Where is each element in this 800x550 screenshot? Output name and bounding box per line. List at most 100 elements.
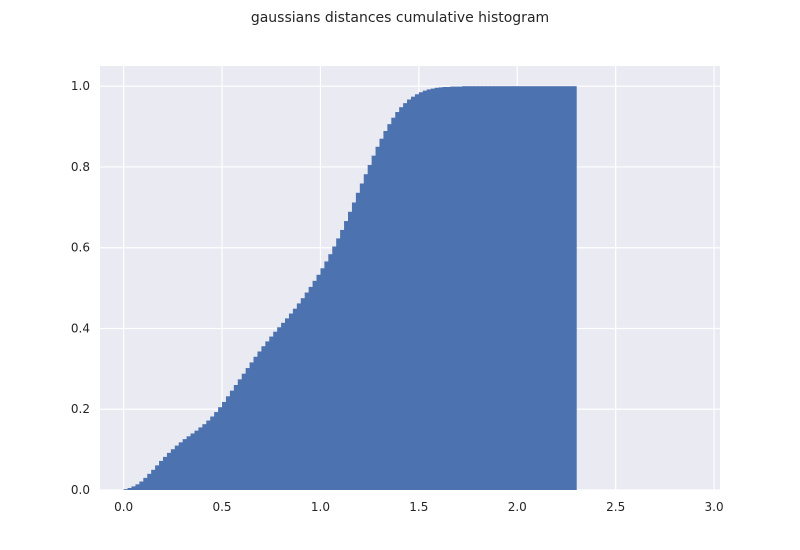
histogram-bar	[139, 481, 144, 490]
histogram-bar	[336, 238, 341, 490]
histogram-bars	[123, 86, 577, 491]
histogram-bar	[395, 112, 400, 490]
histogram-bar	[344, 221, 349, 490]
y-tick-label: 0.2	[71, 402, 90, 416]
histogram-bar	[182, 439, 188, 490]
y-axis-ticks: 0.0 0.2 0.4 0.6 0.8 1.0	[71, 79, 90, 497]
y-tick-label: 0.8	[71, 160, 90, 174]
histogram-bar	[249, 362, 254, 490]
histogram-bar	[485, 86, 491, 490]
histogram-bar	[277, 327, 282, 490]
histogram-bar	[501, 86, 506, 490]
histogram-bar	[442, 86, 447, 490]
histogram-bar	[517, 86, 522, 490]
x-tick-label: 1.0	[311, 500, 330, 514]
histogram-bar	[269, 336, 274, 490]
y-tick-label: 1.0	[71, 79, 90, 93]
histogram-bar	[166, 452, 172, 490]
histogram-bar	[131, 486, 136, 490]
histogram-bar	[450, 86, 455, 490]
histogram-bar	[300, 298, 306, 490]
histogram-bar	[533, 86, 538, 490]
histogram-bar	[367, 164, 373, 490]
histogram-bar	[379, 138, 384, 490]
histogram-bar	[391, 117, 396, 490]
histogram-bar	[560, 86, 565, 490]
histogram-bar	[159, 460, 164, 490]
x-tick-label: 0.0	[114, 500, 133, 514]
histogram-bar	[430, 88, 436, 490]
x-tick-label: 2.5	[606, 500, 625, 514]
histogram-bar	[513, 86, 518, 490]
histogram-bar	[198, 427, 203, 490]
histogram-bar	[245, 368, 250, 490]
histogram-bar	[292, 308, 298, 490]
histogram-bar	[418, 92, 424, 490]
histogram-bar	[493, 86, 498, 490]
histogram-bar	[296, 303, 302, 490]
histogram-bar	[454, 86, 459, 490]
histogram-bar	[178, 442, 184, 490]
histogram-bar	[316, 274, 321, 490]
histogram-bar	[351, 202, 357, 491]
histogram-bar	[225, 396, 231, 490]
histogram-bar	[127, 487, 132, 490]
histogram-bar	[261, 346, 266, 490]
histogram-bar	[540, 86, 546, 490]
histogram-bar	[229, 390, 235, 490]
histogram-bar	[348, 211, 353, 490]
y-tick-label: 0.6	[71, 241, 90, 255]
histogram-bar	[387, 124, 392, 491]
histogram-bar	[233, 385, 239, 490]
histogram-bar	[147, 473, 152, 490]
histogram-bar	[324, 261, 329, 490]
x-tick-label: 2.0	[508, 500, 527, 514]
histogram-bar	[253, 356, 258, 490]
histogram-bar	[414, 94, 420, 491]
histogram-bar	[466, 86, 471, 490]
histogram-bar	[403, 103, 408, 490]
histogram-bar	[525, 86, 530, 490]
histogram-bar	[273, 331, 278, 490]
histogram-bar	[332, 246, 337, 490]
histogram-bar	[446, 86, 451, 490]
histogram-bar	[194, 430, 199, 490]
histogram-bar	[340, 229, 345, 491]
histogram-bar	[399, 107, 404, 490]
histogram-bar	[489, 86, 495, 490]
histogram-bar	[564, 86, 569, 490]
histogram-bar	[529, 86, 534, 490]
histogram-bar	[521, 86, 526, 490]
histogram-bar	[151, 469, 156, 490]
histogram-bar	[458, 86, 463, 490]
histogram-bar	[407, 99, 412, 491]
histogram-bar	[308, 286, 313, 490]
histogram-bar	[312, 280, 317, 490]
histogram-bar	[320, 268, 325, 490]
histogram-bar	[190, 433, 195, 490]
histogram-bar	[285, 318, 290, 490]
histogram-bar	[371, 155, 376, 490]
histogram-bar	[536, 86, 542, 490]
histogram-bar	[497, 86, 502, 490]
histogram-bar	[304, 292, 310, 490]
histogram-bar	[359, 183, 365, 490]
histogram-bar	[170, 449, 176, 490]
histogram-bar	[222, 401, 227, 490]
x-tick-label: 1.5	[409, 500, 428, 514]
histogram-bar	[257, 351, 262, 490]
histogram-bar	[477, 86, 483, 490]
histogram-bar	[281, 322, 286, 490]
histogram-bar	[355, 192, 361, 490]
histogram-bar	[505, 86, 510, 490]
x-axis-ticks: 0.0 0.5 1.0 1.5 2.0 2.5 3.0	[114, 500, 724, 514]
histogram-bar	[481, 86, 487, 490]
histogram-bar	[552, 86, 558, 490]
histogram-bar	[509, 86, 514, 490]
y-tick-label: 0.0	[71, 483, 90, 497]
histogram-bar	[572, 86, 577, 490]
y-tick-label: 0.4	[71, 321, 90, 335]
histogram-bar	[288, 313, 294, 490]
histogram-bar	[328, 254, 333, 490]
